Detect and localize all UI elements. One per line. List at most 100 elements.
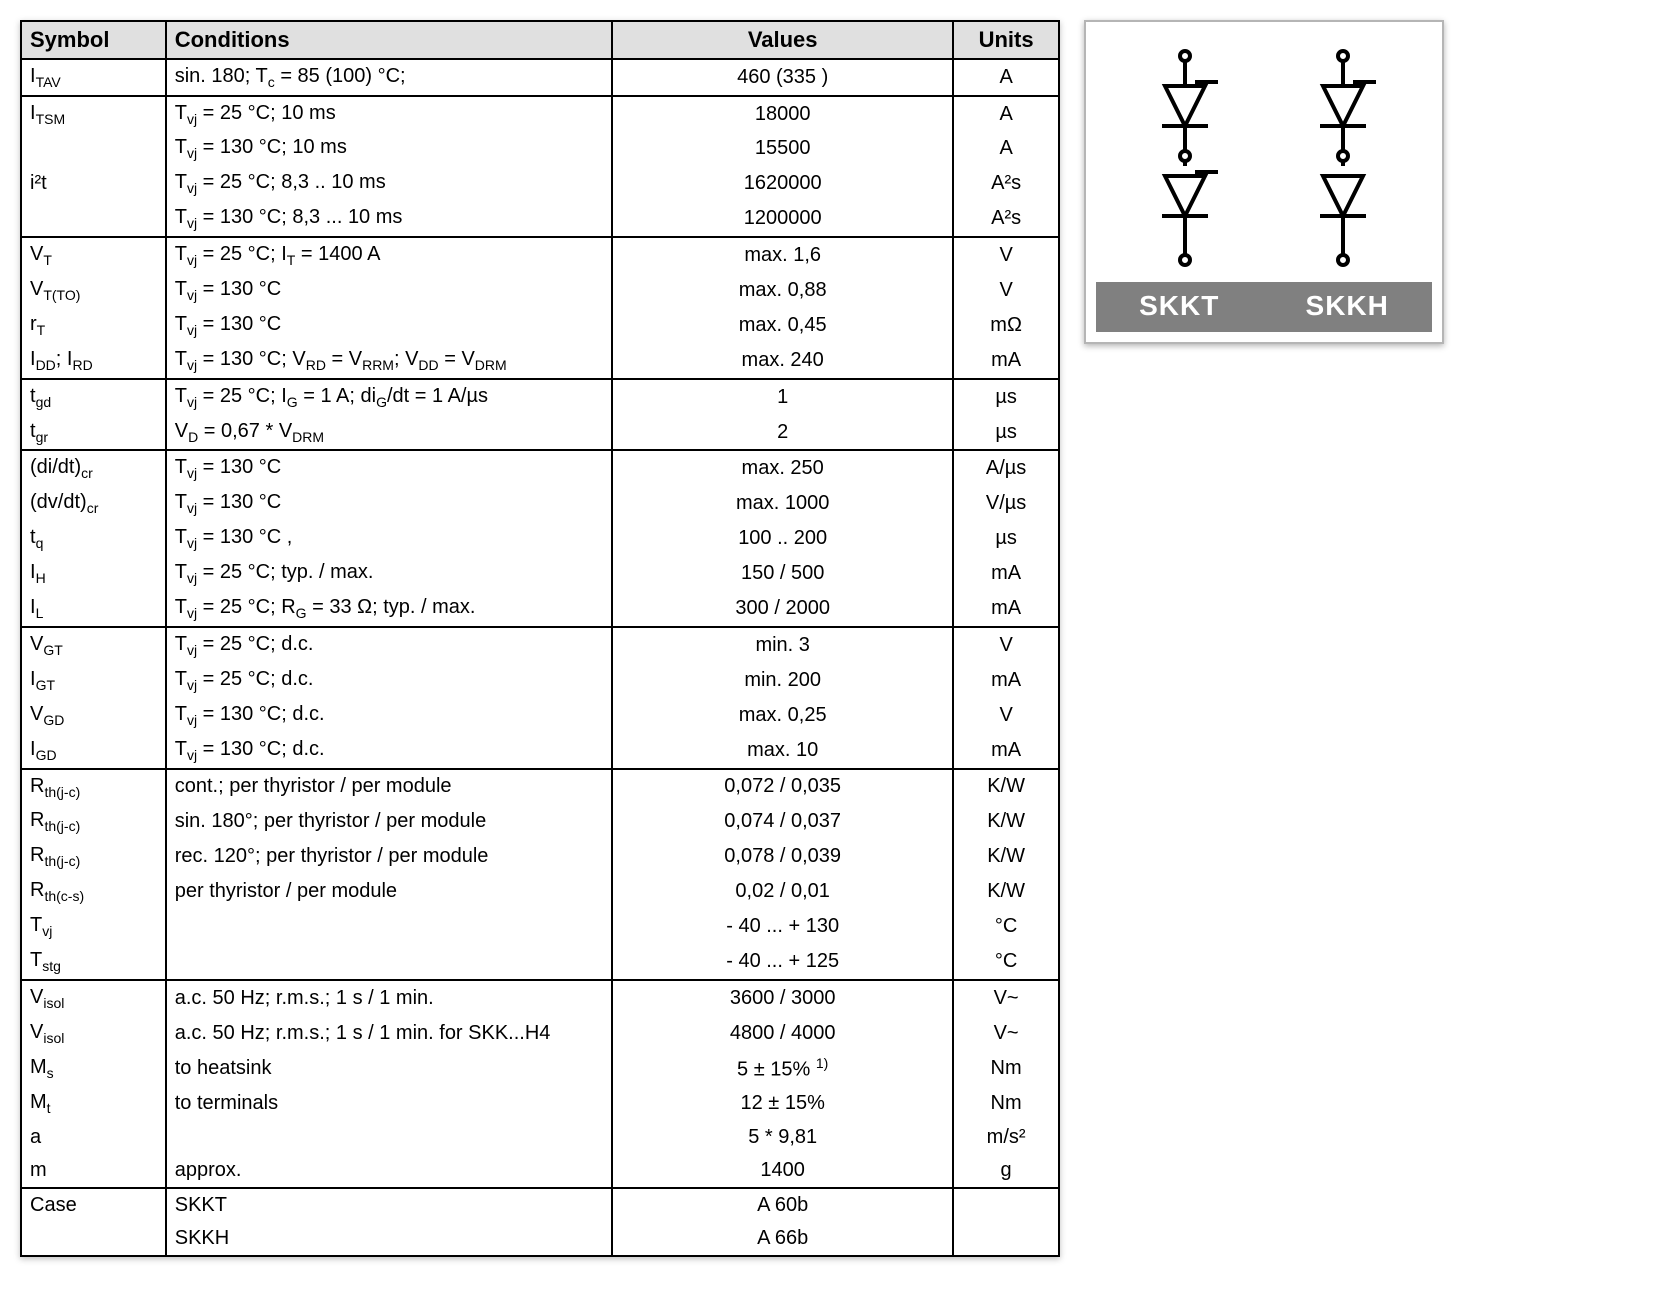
cell-values: 18000 xyxy=(612,96,953,132)
schematic-inner: SKKT SKKH xyxy=(1096,32,1432,332)
cell-symbol: rT xyxy=(21,308,166,343)
cell-values: 1200000 xyxy=(612,201,953,237)
cell-symbol xyxy=(21,1222,166,1256)
cell-units: V~ xyxy=(953,1016,1059,1051)
cell-symbol: Visol xyxy=(21,1016,166,1051)
cell-conditions: Tvj = 130 °C; 10 ms xyxy=(166,131,612,166)
cell-units: µs xyxy=(953,415,1059,451)
table-row: Visola.c. 50 Hz; r.m.s.; 1 s / 1 min. fo… xyxy=(21,1016,1059,1051)
datasheet-table: Symbol Conditions Values Units ITAVsin. … xyxy=(20,20,1060,1257)
cell-symbol: Tstg xyxy=(21,944,166,980)
cell-values: 0,02 / 0,01 xyxy=(612,874,953,909)
cell-symbol: Mt xyxy=(21,1086,166,1121)
cell-symbol: Rth(j-c) xyxy=(21,769,166,805)
cell-conditions: sin. 180°; per thyristor / per module xyxy=(166,804,612,839)
cell-conditions: per thyristor / per module xyxy=(166,874,612,909)
cell-values: 1620000 xyxy=(612,166,953,201)
cell-units: µs xyxy=(953,521,1059,556)
cell-conditions: a.c. 50 Hz; r.m.s.; 1 s / 1 min. xyxy=(166,980,612,1016)
cell-units: V xyxy=(953,237,1059,273)
table-row: VGTTvj = 25 °C; d.c.min. 3V xyxy=(21,627,1059,663)
cell-symbol: ITSM xyxy=(21,96,166,132)
cell-values: max. 10 xyxy=(612,733,953,769)
cell-symbol: VGT xyxy=(21,627,166,663)
cell-conditions xyxy=(166,1121,612,1154)
table-row: (di/dt)crTvj = 130 °Cmax. 250A/µs xyxy=(21,450,1059,486)
cell-symbol: m xyxy=(21,1154,166,1188)
table-row: Visola.c. 50 Hz; r.m.s.; 1 s / 1 min.360… xyxy=(21,980,1059,1016)
table-row: Tvj- 40 ... + 130°C xyxy=(21,909,1059,944)
cell-conditions xyxy=(166,909,612,944)
cell-units: V xyxy=(953,627,1059,663)
cell-values: - 40 ... + 130 xyxy=(612,909,953,944)
cell-values: 2 xyxy=(612,415,953,451)
table-row: IGDTvj = 130 °C; d.c.max. 10mA xyxy=(21,733,1059,769)
cell-values: min. 3 xyxy=(612,627,953,663)
cell-units: A²s xyxy=(953,166,1059,201)
table-row: (dv/dt)crTvj = 130 °Cmax. 1000V/µs xyxy=(21,486,1059,521)
schematic-panel: SKKT SKKH xyxy=(1084,20,1444,344)
cell-conditions: Tvj = 130 °C; d.c. xyxy=(166,733,612,769)
cell-conditions: Tvj = 130 °C; VRD = VRRM; VDD = VDRM xyxy=(166,343,612,379)
cell-conditions: to terminals xyxy=(166,1086,612,1121)
cell-conditions: to heatsink xyxy=(166,1051,612,1087)
table-row: VT(TO)Tvj = 130 °Cmax. 0,88V xyxy=(21,273,1059,308)
cell-symbol: VGD xyxy=(21,698,166,733)
cell-values: A 60b xyxy=(612,1188,953,1222)
cell-units: A xyxy=(953,131,1059,166)
cell-conditions: Tvj = 25 °C; typ. / max. xyxy=(166,556,612,591)
cell-units: A/µs xyxy=(953,450,1059,486)
table-row: Tvj = 130 °C; 8,3 ... 10 ms1200000A²s xyxy=(21,201,1059,237)
cell-values: 5 ± 15% 1) xyxy=(612,1051,953,1087)
cell-conditions xyxy=(166,944,612,980)
cell-conditions: SKKT xyxy=(166,1188,612,1222)
cell-values: - 40 ... + 125 xyxy=(612,944,953,980)
cell-values: 0,074 / 0,037 xyxy=(612,804,953,839)
header-units: Units xyxy=(953,21,1059,59)
cell-values: max. 1,6 xyxy=(612,237,953,273)
cell-units: mA xyxy=(953,663,1059,698)
table-row: ITSMTvj = 25 °C; 10 ms18000A xyxy=(21,96,1059,132)
table-row: mapprox.1400g xyxy=(21,1154,1059,1188)
cell-values: 150 / 500 xyxy=(612,556,953,591)
cell-units: K/W xyxy=(953,874,1059,909)
skkh-label: SKKH xyxy=(1306,290,1389,322)
cell-conditions: SKKH xyxy=(166,1222,612,1256)
cell-symbol: tgd xyxy=(21,379,166,415)
cell-conditions: Tvj = 25 °C; RG = 33 Ω; typ. / max. xyxy=(166,591,612,627)
cell-values: 12 ± 15% xyxy=(612,1086,953,1121)
table-row: IHTvj = 25 °C; typ. / max.150 / 500mA xyxy=(21,556,1059,591)
cell-symbol xyxy=(21,131,166,166)
table-row: ILTvj = 25 °C; RG = 33 Ω; typ. / max.300… xyxy=(21,591,1059,627)
cell-units: V xyxy=(953,698,1059,733)
cell-units: m/s² xyxy=(953,1121,1059,1154)
cell-values: min. 200 xyxy=(612,663,953,698)
cell-units: mA xyxy=(953,733,1059,769)
cell-symbol: Ms xyxy=(21,1051,166,1087)
cell-units: g xyxy=(953,1154,1059,1188)
table-row: tgrVD = 0,67 * VDRM2µs xyxy=(21,415,1059,451)
cell-conditions: Tvj = 130 °C; d.c. xyxy=(166,698,612,733)
cell-conditions: Tvj = 25 °C; 8,3 .. 10 ms xyxy=(166,166,612,201)
header-symbol: Symbol xyxy=(21,21,166,59)
cell-symbol: IGT xyxy=(21,663,166,698)
cell-values: 100 .. 200 xyxy=(612,521,953,556)
cell-conditions: Tvj = 130 °C xyxy=(166,308,612,343)
cell-conditions: cont.; per thyristor / per module xyxy=(166,769,612,805)
cell-units: mΩ xyxy=(953,308,1059,343)
cell-units: A xyxy=(953,96,1059,132)
cell-conditions: Tvj = 25 °C; IT = 1400 A xyxy=(166,237,612,273)
cell-symbol: Rth(c-s) xyxy=(21,874,166,909)
cell-values: A 66b xyxy=(612,1222,953,1256)
cell-values: max. 250 xyxy=(612,450,953,486)
cell-conditions: sin. 180; Tc = 85 (100) °C; xyxy=(166,59,612,96)
cell-values: 300 / 2000 xyxy=(612,591,953,627)
cell-values: max. 240 xyxy=(612,343,953,379)
cell-symbol: a xyxy=(21,1121,166,1154)
cell-symbol: Tvj xyxy=(21,909,166,944)
cell-conditions: a.c. 50 Hz; r.m.s.; 1 s / 1 min. for SKK… xyxy=(166,1016,612,1051)
cell-symbol: VT xyxy=(21,237,166,273)
cell-values: max. 0,88 xyxy=(612,273,953,308)
cell-conditions: Tvj = 25 °C; IG = 1 A; diG/dt = 1 A/µs xyxy=(166,379,612,415)
cell-symbol: IL xyxy=(21,591,166,627)
